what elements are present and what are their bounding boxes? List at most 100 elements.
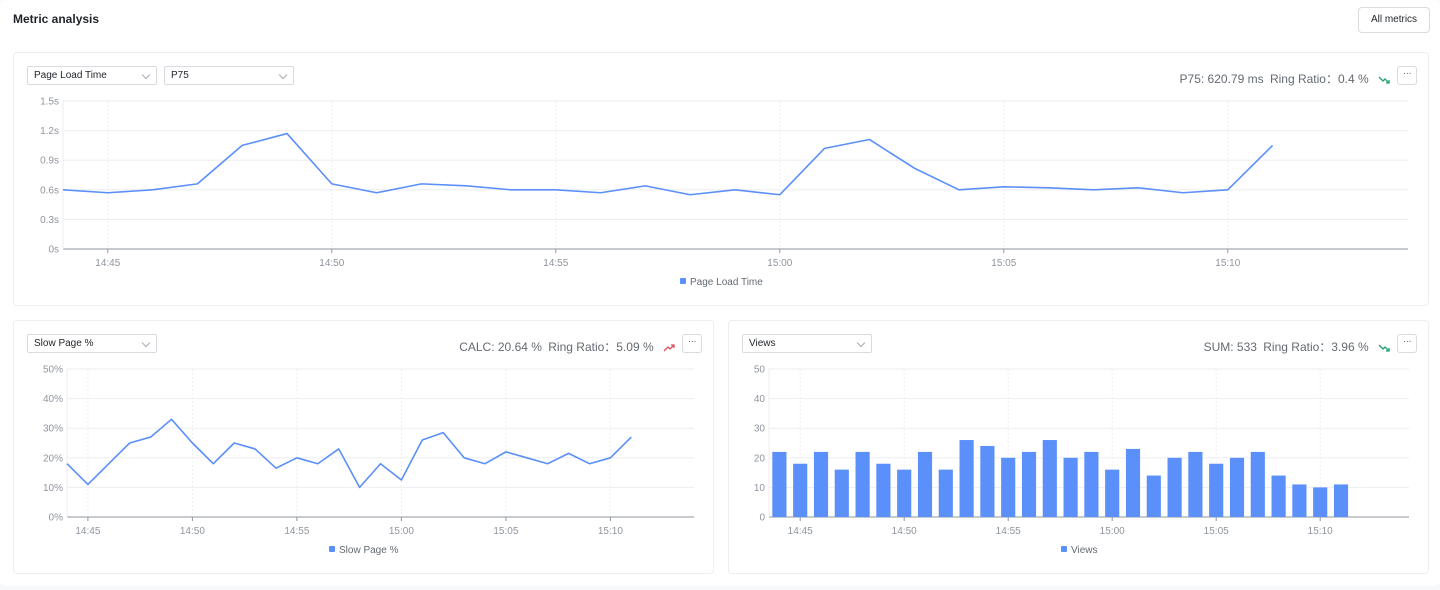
bar bbox=[1313, 487, 1328, 517]
x-tick-label: 15:05 bbox=[493, 526, 518, 537]
y-tick-label: 20% bbox=[43, 453, 63, 464]
y-tick-label: 50% bbox=[43, 365, 63, 376]
x-tick-label: 14:45 bbox=[75, 526, 100, 537]
trend-down-icon bbox=[1378, 344, 1390, 352]
bar bbox=[1001, 457, 1016, 517]
bar bbox=[980, 445, 995, 517]
all-metrics-button[interactable]: All metrics bbox=[1358, 7, 1430, 33]
x-tick-label: 14:55 bbox=[543, 258, 568, 269]
stat-value: SUM: 533 bbox=[1203, 340, 1257, 354]
views-chart: 0 10 20 30 40 50 14:45 14:50 14:55 15:00 15:05 15:1… bbox=[754, 365, 1409, 537]
metric-select[interactable]: Slow Page % bbox=[27, 334, 157, 353]
bar bbox=[772, 451, 787, 517]
x-tick-label: 15:00 bbox=[1100, 526, 1125, 537]
y-tick-label: 40 bbox=[754, 394, 766, 405]
page-title: Metric analysis bbox=[13, 12, 100, 26]
x-tick-label: 15:05 bbox=[991, 258, 1016, 269]
bar bbox=[876, 463, 891, 517]
metric-select[interactable]: Page Load Time bbox=[27, 66, 157, 85]
y-tick-label: 10 bbox=[754, 483, 766, 494]
bar bbox=[1271, 475, 1286, 517]
more-options-button[interactable]: ··· bbox=[682, 334, 702, 353]
bar bbox=[813, 451, 829, 517]
x-tick-label: 15:10 bbox=[1308, 526, 1333, 537]
bar bbox=[1125, 448, 1141, 517]
y-tick-label: 40% bbox=[43, 394, 63, 405]
ring-ratio: Ring Ratio：5.09 % bbox=[548, 340, 654, 354]
x-tick-label: 15:05 bbox=[1204, 526, 1229, 537]
page-load-card: Page Load Time P75 P75: 620.79 ms Ring R… bbox=[13, 52, 1429, 306]
x-tick-label: 15:10 bbox=[598, 526, 623, 537]
x-tick-label: 14:45 bbox=[788, 526, 813, 537]
stat-value: P75: 620.79 ms bbox=[1179, 72, 1264, 86]
bar bbox=[1229, 457, 1245, 517]
bar bbox=[1084, 451, 1099, 517]
x-tick-label: 15:10 bbox=[1215, 258, 1240, 269]
x-tick-label: 14:50 bbox=[180, 526, 205, 537]
bar bbox=[1042, 440, 1057, 517]
chart-legend: Slow Page % bbox=[329, 545, 398, 556]
bar bbox=[1292, 484, 1307, 517]
ring-ratio: Ring Ratio：3.96 % bbox=[1263, 340, 1369, 354]
y-tick-label: 30% bbox=[43, 424, 63, 435]
x-tick-label: 14:50 bbox=[319, 258, 344, 269]
slow-page-card: Slow Page % CALC: 20.64 % Ring Ratio：5.0… bbox=[13, 320, 714, 574]
ring-ratio: Ring Ratio：0.4 % bbox=[1269, 72, 1369, 86]
bar bbox=[938, 469, 953, 517]
y-tick-label: 0 bbox=[759, 513, 765, 524]
metric-stat: P75: 620.79 ms Ring Ratio：0.4 % bbox=[1180, 70, 1390, 87]
bar bbox=[855, 451, 870, 517]
metric-select-value: Page Load Time bbox=[34, 70, 107, 81]
chevron-down-icon bbox=[856, 338, 866, 348]
more-options-button[interactable]: ··· bbox=[1397, 66, 1417, 85]
x-tick-label: 14:45 bbox=[95, 258, 120, 269]
series-line bbox=[62, 132, 1274, 196]
chart-legend: Views bbox=[1061, 545, 1098, 556]
y-tick-label: 1.2s bbox=[40, 126, 59, 137]
bar bbox=[1250, 451, 1265, 517]
slow-page-chart: 0% 10% 20% 30% 40% 50% 14:45 14:50 14:55 15:00 15:… bbox=[43, 365, 694, 537]
bar bbox=[897, 469, 912, 517]
y-tick-label: 0.9s bbox=[40, 156, 59, 167]
y-tick-label: 0.6s bbox=[40, 185, 59, 196]
trend-up-icon bbox=[663, 344, 675, 352]
metric-select-value: Slow Page % bbox=[34, 338, 94, 349]
y-tick-label: 20 bbox=[754, 453, 766, 464]
metric-select[interactable]: Views bbox=[742, 334, 872, 353]
series-line bbox=[66, 418, 632, 489]
chevron-down-icon bbox=[278, 70, 288, 80]
legend-swatch bbox=[680, 278, 686, 284]
views-card: Views SUM: 533 Ring Ratio：3.96 % ··· 0 10… bbox=[728, 320, 1429, 574]
trend-down-icon bbox=[1378, 76, 1390, 84]
chart-legend: Page Load Time bbox=[680, 277, 763, 288]
aggregation-select-value: P75 bbox=[171, 70, 189, 81]
y-tick-label: 0s bbox=[48, 245, 59, 256]
legend-swatch bbox=[1061, 546, 1067, 552]
bar bbox=[1021, 451, 1037, 517]
bar bbox=[834, 469, 849, 517]
metric-select-value: Views bbox=[749, 338, 776, 349]
bar bbox=[959, 440, 974, 517]
y-tick-label: 0% bbox=[49, 513, 64, 524]
legend-swatch bbox=[329, 546, 335, 552]
bar bbox=[1105, 469, 1120, 517]
aggregation-select[interactable]: P75 bbox=[164, 66, 294, 85]
more-options-button[interactable]: ··· bbox=[1397, 334, 1417, 353]
bar bbox=[793, 463, 808, 517]
y-tick-label: 10% bbox=[43, 483, 63, 494]
bar bbox=[917, 451, 933, 517]
y-tick-label: 30 bbox=[754, 424, 766, 435]
x-tick-label: 14:55 bbox=[996, 526, 1021, 537]
bar bbox=[1167, 457, 1182, 517]
metric-stat: SUM: 533 Ring Ratio：3.96 % bbox=[1204, 338, 1390, 355]
bar bbox=[1063, 457, 1078, 517]
legend-label: Slow Page % bbox=[339, 545, 399, 556]
y-tick-label: 1.5s bbox=[40, 97, 59, 108]
chevron-down-icon bbox=[141, 70, 151, 80]
x-tick-label: 15:00 bbox=[767, 258, 792, 269]
x-tick-label: 14:55 bbox=[284, 526, 309, 537]
x-tick-label: 14:50 bbox=[892, 526, 917, 537]
x-tick-label: 15:00 bbox=[389, 526, 414, 537]
